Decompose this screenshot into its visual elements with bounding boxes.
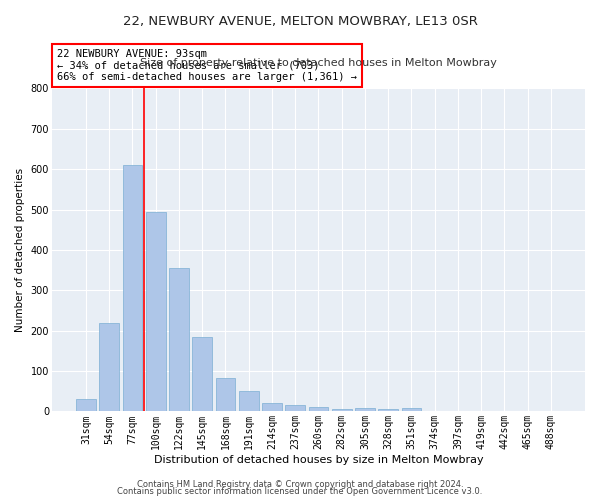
Bar (332, 410, 352, 412)
Bar (308, 406, 328, 412)
Title: Size of property relative to detached houses in Melton Mowbray: Size of property relative to detached ho… (140, 58, 497, 68)
Text: Contains public sector information licensed under the Open Government Licence v3: Contains public sector information licen… (118, 487, 482, 496)
Bar (239, 391, 259, 411)
X-axis label: Distribution of detached houses by size in Melton Mowbray: Distribution of detached houses by size … (154, 455, 483, 465)
Bar (401, 408, 421, 412)
Text: Contains HM Land Registry data © Crown copyright and database right 2024.: Contains HM Land Registry data © Crown c… (137, 480, 463, 489)
Bar (355, 408, 375, 412)
Bar (215, 378, 235, 412)
Text: 22, NEWBURY AVENUE, MELTON MOWBRAY, LE13 0SR: 22, NEWBURY AVENUE, MELTON MOWBRAY, LE13… (122, 15, 478, 28)
Bar (122, 165, 142, 412)
Bar (378, 408, 398, 412)
Bar (146, 212, 166, 412)
Text: 22 NEWBURY AVENUE: 93sqm
← 34% of detached houses are smaller (703)
66% of semi-: 22 NEWBURY AVENUE: 93sqm ← 34% of detach… (57, 48, 357, 82)
Y-axis label: Number of detached properties: Number of detached properties (15, 168, 25, 332)
Bar (193, 336, 212, 411)
Bar (100, 322, 119, 412)
Bar (76, 400, 96, 411)
Bar (285, 406, 305, 411)
Bar (262, 402, 282, 411)
Bar (169, 268, 189, 412)
